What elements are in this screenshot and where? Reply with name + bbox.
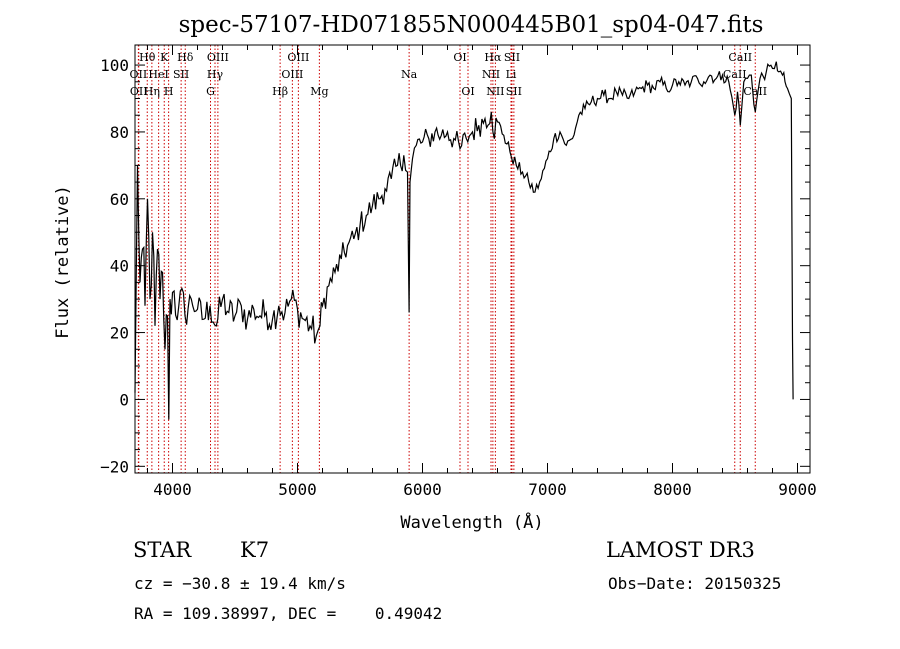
y-tick-label: −20 [100,457,129,476]
line-marker-label: NII [486,85,504,98]
line-marker-label: HeI [148,68,168,81]
x-axis-label: Wavelength (Å) [400,511,543,533]
line-marker-labels: OII OII Hθ Hη HeI K SII H Hδ OIII Hγ G Hβ OIII OIII Mg N… [130,51,768,98]
line-marker-label: SII [173,68,189,81]
line-marker-label: OI [461,85,474,98]
x-tick-label: 5000 [278,480,317,499]
chart-title: spec-57107-HD071855N000445B01_sp04-047.f… [179,12,764,38]
y-tick-label: 100 [100,56,129,75]
line-marker-label: SII [504,51,520,64]
x-tick-label: 7000 [528,480,567,499]
y-tick-label: 0 [119,390,129,409]
ra-dec-coordinates: RA = 109.38997, DEC = 0.49042 [134,604,443,623]
line-marker-label: CaII [728,51,752,64]
line-marker-label: Hβ [272,85,288,98]
x-tick-label: 4000 [153,480,192,499]
line-marker-label: NII [482,68,500,81]
object-class: STAR [133,538,192,562]
plot-frame [134,44,811,474]
line-marker-label: OII [130,85,148,98]
line-marker-label: OI [453,51,466,64]
line-markers [137,45,756,473]
line-marker-label: SII [506,85,522,98]
line-marker-label: G [206,85,215,98]
y-tick-label: 40 [110,257,129,276]
y-axis-label: Flux (relative) [53,185,73,339]
line-marker-label: Na [401,68,418,81]
x-tick-label: 8000 [653,480,692,499]
line-marker-label: OIII [287,51,309,64]
y-tick-label: 20 [110,324,129,343]
line-marker-label: OIII [207,51,229,64]
line-marker-label: K [160,51,169,64]
line-marker-label: Hθ [139,51,156,64]
y-tick-label: 80 [110,123,129,142]
observation-date: Obs−Date: 20150325 [608,574,782,593]
x-tick-label: 9000 [778,480,817,499]
line-marker-label: OII [130,68,148,81]
line-marker-label: H [164,85,174,98]
line-marker-label: Hδ [177,51,194,64]
line-marker-label: CaII [723,68,747,81]
axis-ticks [135,45,810,473]
line-marker-label: Li [506,68,517,81]
line-marker-label: Hγ [207,68,224,81]
tick-labels: 4000 5000 6000 7000 8000 9000 −20 0 20 40 60 80 100 [100,56,817,499]
y-tick-label: 60 [110,190,129,209]
line-marker-label: CaII [743,85,767,98]
survey-name: LAMOST DR3 [606,538,755,562]
line-marker-label: Mg [310,85,328,98]
line-marker-label: Hη [144,85,160,98]
line-marker-label: OIII [281,68,303,81]
x-tick-label: 6000 [403,480,442,499]
line-marker-label: Hα [484,51,502,64]
redshift-cz: cz = −30.8 ± 19.4 km/s [134,574,346,593]
object-subclass: K7 [240,538,270,562]
spectrum-line [134,61,794,420]
